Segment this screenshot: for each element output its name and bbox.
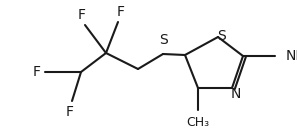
Text: NH₂: NH₂ [286, 49, 297, 63]
Text: F: F [78, 8, 86, 22]
Text: F: F [117, 5, 125, 19]
Text: N: N [231, 87, 241, 101]
Text: S: S [217, 29, 225, 43]
Text: CH₃: CH₃ [187, 116, 210, 129]
Text: S: S [159, 33, 168, 47]
Text: F: F [33, 65, 41, 79]
Text: F: F [66, 105, 74, 119]
